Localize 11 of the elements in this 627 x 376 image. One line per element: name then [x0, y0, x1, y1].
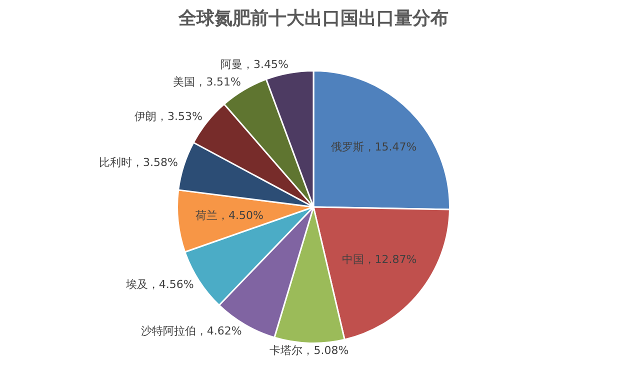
slice-label: 比利时，3.58%	[99, 156, 178, 169]
slice-label: 伊朗，3.53%	[134, 110, 202, 123]
slice-label: 埃及，4.56%	[124, 278, 194, 291]
slice-label: 俄罗斯，15.47%	[330, 140, 417, 154]
slice-label: 美国，3.51%	[173, 76, 242, 89]
slice-label: 阿曼，3.45%	[220, 58, 288, 71]
slice-label: 卡塔尔，5.08%	[270, 344, 349, 358]
chart-title: 全球氮肥前十大出口国出口量分布	[177, 7, 450, 30]
slice-label: 沙特阿拉伯，4.62%	[140, 324, 242, 338]
slice-label: 荷兰，4.50%	[196, 208, 264, 222]
slice-label: 中国，12.87%	[342, 252, 417, 266]
